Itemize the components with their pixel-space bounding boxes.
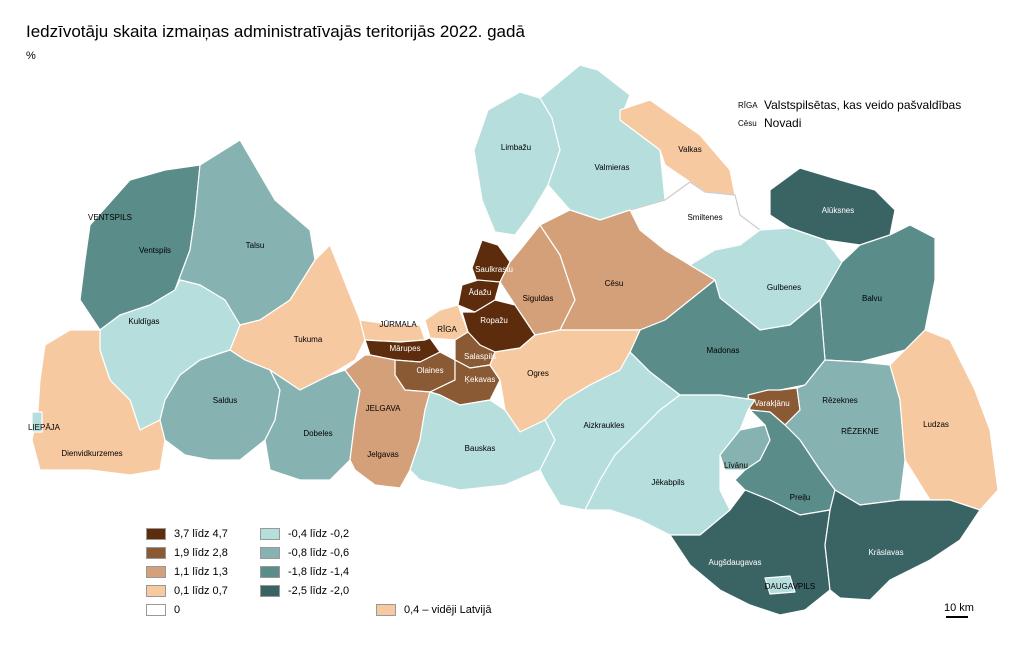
legend-swatch xyxy=(260,585,280,597)
legend-swatch xyxy=(146,604,166,616)
region-dobeles[interactable] xyxy=(264,369,361,481)
legend-label: 1,1 līdz 1,3 xyxy=(174,566,228,578)
label-saulkrastu: Saulkrastu xyxy=(475,265,513,274)
region-riga[interactable] xyxy=(424,304,469,341)
unit-label: % xyxy=(26,50,36,62)
label-jelgavas-n: Jelgavas xyxy=(367,450,399,459)
region-liepaja-city[interactable] xyxy=(31,411,43,433)
legend-item-7: -0,8 līdz -0,6 xyxy=(260,547,349,559)
label-adazu: Ādažu xyxy=(469,288,492,297)
label-ogres: Ogres xyxy=(527,369,549,378)
label-saldus: Saldus xyxy=(213,396,237,405)
label-varaklanu: Varakļānu xyxy=(754,399,789,408)
region-limbazu[interactable] xyxy=(473,91,561,236)
region-ludzas[interactable] xyxy=(889,329,999,511)
label-olaines: Olaines xyxy=(416,366,443,375)
legend-label: -0,8 līdz -0,6 xyxy=(288,547,350,559)
label-talsu: Talsu xyxy=(246,241,265,250)
legend-item-8: -1,8 līdz -1,4 xyxy=(260,566,349,578)
key-city-desc: Valstspilsētas, kas veido pašvaldības xyxy=(764,98,962,112)
label-bauskas: Bauskas xyxy=(465,444,496,453)
legend-average-label: 0,4 – vidēji Latvijā xyxy=(404,604,492,616)
legend-item-5: 0 xyxy=(146,604,180,616)
label-rezeknes-n: Rēzeknes xyxy=(822,396,858,405)
legend-label: 3,7 līdz 4,7 xyxy=(174,528,228,540)
label-preilu: Preiļu xyxy=(790,493,810,502)
label-ludzas: Ludzas xyxy=(923,420,949,429)
key-city: RĪGA Valstspilsētas, kas veido pašvaldīb… xyxy=(738,98,961,112)
legend-item-1: 3,7 līdz 4,7 xyxy=(146,528,228,540)
label-kuldigas: Kuldīgas xyxy=(128,317,159,326)
label-dobeles: Dobeles xyxy=(303,429,332,438)
scale-label: 10 km xyxy=(944,602,974,614)
label-valmieras: Valmieras xyxy=(595,163,630,172)
legend-swatch xyxy=(146,547,166,559)
region-kraslavas[interactable] xyxy=(824,489,981,601)
region-valmieras[interactable] xyxy=(539,64,666,221)
city-liepaja: LIEPĀJA xyxy=(28,423,61,432)
city-jelgava: JELGAVA xyxy=(366,404,401,413)
key-city-sample: RĪGA xyxy=(738,100,758,110)
label-ventspils-n: Ventspils xyxy=(139,246,171,255)
legend-swatch xyxy=(260,566,280,578)
city-riga: RĪGA xyxy=(437,325,457,334)
legend-label: -1,8 līdz -1,4 xyxy=(288,566,350,578)
city-daugavpils: DAUGAVPILS xyxy=(765,582,816,591)
city-jurmala: JŪRMALA xyxy=(379,320,417,329)
key-county-sample: Cēsu xyxy=(738,118,757,128)
label-cesu: Cēsu xyxy=(605,279,624,288)
legend-label: 0 xyxy=(174,604,181,616)
map-title: Iedzīvotāju skaita izmaiņas administratī… xyxy=(26,22,525,41)
key-county: Cēsu Novadi xyxy=(738,116,801,130)
label-siguldas: Siguldas xyxy=(523,294,554,303)
label-kraslavas: Krāslavas xyxy=(868,548,903,557)
legend-swatch xyxy=(260,547,280,559)
legend-swatch xyxy=(260,528,280,540)
label-madonas: Madonas xyxy=(707,346,740,355)
label-smiltenes: Smiltenes xyxy=(687,213,722,222)
label-balvu: Balvu xyxy=(862,294,882,303)
legend-item-6: -0,4 līdz -0,2 xyxy=(260,528,349,540)
legend-item-4: 0,1 līdz 0,7 xyxy=(146,585,228,597)
label-ropazu: Ropažu xyxy=(480,316,508,325)
label-jekabpils: Jēkabpils xyxy=(651,478,684,487)
city-rezekne: RĒZEKNE xyxy=(841,427,879,436)
legend-label: -0,4 līdz -0,2 xyxy=(288,528,350,540)
legend-item-9: -2,5 līdz -2,0 xyxy=(260,585,349,597)
region-daugavpils-city[interactable] xyxy=(764,575,796,595)
label-salaspils: Salaspils xyxy=(464,352,496,361)
scale-bar xyxy=(946,616,968,618)
label-marupes: Mārupes xyxy=(389,344,420,353)
legend-label: -2,5 līdz -2,0 xyxy=(288,585,350,597)
legend-item-3: 1,1 līdz 1,3 xyxy=(146,566,228,578)
legend-average: 0,4 – vidēji Latvijā xyxy=(376,604,491,616)
legend-swatch xyxy=(376,604,396,616)
city-ventspils: VENTSPILS xyxy=(88,213,132,222)
legend-label: 0,1 līdz 0,7 xyxy=(174,585,228,597)
label-kekavas: Ķekavas xyxy=(465,375,496,384)
label-aluksnes: Alūksnes xyxy=(822,206,854,215)
legend-label: 1,9 līdz 2,8 xyxy=(174,547,228,559)
legend-item-2: 1,9 līdz 2,8 xyxy=(146,547,228,559)
label-gulbenes: Gulbenes xyxy=(767,283,801,292)
legend-swatch xyxy=(146,528,166,540)
label-augsdaugavas: Augšdaugavas xyxy=(709,558,762,567)
key-county-desc: Novadi xyxy=(764,116,802,130)
region-dienvidkurzemes[interactable] xyxy=(31,329,166,476)
label-tukuma: Tukuma xyxy=(294,335,323,344)
legend-swatch xyxy=(146,566,166,578)
label-limbazu: Limbažu xyxy=(501,143,531,152)
legend-swatch xyxy=(146,585,166,597)
label-valkas: Valkas xyxy=(678,145,701,154)
label-dienvidkurzemes: Dienvidkurzemes xyxy=(61,449,122,458)
label-livanu: Līvānu xyxy=(724,461,748,470)
label-aizkraukles: Aizkraukles xyxy=(584,421,625,430)
